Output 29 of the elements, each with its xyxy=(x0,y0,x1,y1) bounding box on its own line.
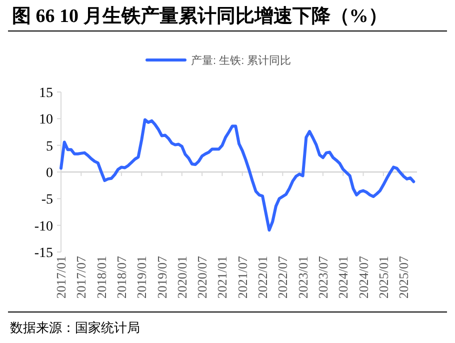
x-tick-label: 2021/01 xyxy=(214,256,230,299)
x-tick-label: 2024/07 xyxy=(356,256,371,299)
x-tick-label: 2024/01 xyxy=(336,256,351,299)
y-tick-label: 0 xyxy=(46,166,53,181)
x-tick-label: 2022/01 xyxy=(255,256,270,299)
x-tick-label: 2019/01 xyxy=(134,256,150,299)
legend-label: 产量: 生铁: 累计同比 xyxy=(191,54,292,67)
source-note: 数据来源：国家统计局 xyxy=(10,320,140,335)
x-tick-label: 2022/07 xyxy=(275,256,290,299)
x-tick-label: 2023/01 xyxy=(295,256,310,299)
x-tick-label: 2025/07 xyxy=(396,256,412,299)
x-tick-label: 2020/07 xyxy=(194,256,210,299)
y-tick-label: -5 xyxy=(41,192,53,208)
x-tick-label: 2017/07 xyxy=(74,256,89,299)
line-series xyxy=(60,118,416,232)
y-tick-label: 10 xyxy=(39,112,53,128)
x-tick-label: 2023/07 xyxy=(315,256,330,299)
x-tick-label: 2021/07 xyxy=(234,256,250,299)
y-tick-label: 5 xyxy=(46,139,53,154)
y-tick-label: 15 xyxy=(39,86,53,101)
x-tick-label: 2019/07 xyxy=(154,256,170,299)
x-tick-label: 2017/01 xyxy=(54,256,68,299)
x-tick-label: 2020/01 xyxy=(174,256,190,299)
x-tick-label: 2018/07 xyxy=(114,256,129,299)
y-tick-label: -10 xyxy=(34,219,53,234)
y-tick-label: -15 xyxy=(34,246,53,261)
chart-title: 图 66 10 月生铁产量累计同比增速下降（%） xyxy=(12,5,388,27)
x-tick-label: 2025/01 xyxy=(376,256,391,299)
x-tick-label: 2018/01 xyxy=(94,256,109,299)
